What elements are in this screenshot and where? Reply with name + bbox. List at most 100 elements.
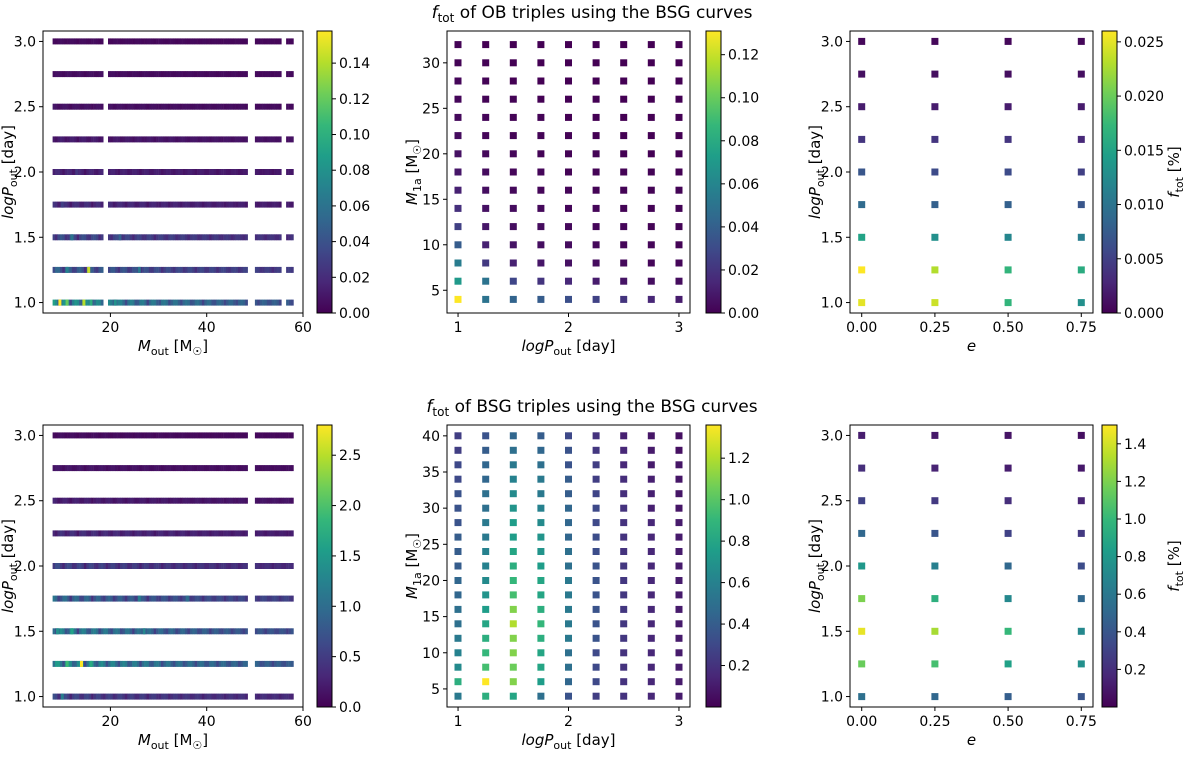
heatmap-cell xyxy=(158,71,162,78)
heatmap-cell xyxy=(286,169,289,175)
heatmap-cell xyxy=(112,595,116,602)
heatmap-cell xyxy=(211,71,215,78)
heatmap-cell xyxy=(291,432,294,439)
panel-ob-e-logpout: 0.00 0.25 0.50 0.751.01.52.02.53.0elogPout … xyxy=(806,30,1186,355)
heatmap-cell xyxy=(112,563,116,569)
heatmap-cell xyxy=(647,113,655,121)
heatmap-cell xyxy=(454,663,462,671)
heatmap-cell xyxy=(62,530,66,537)
heatmap-cell xyxy=(148,530,152,537)
heatmap-cell xyxy=(57,38,61,45)
heatmap-cell xyxy=(199,497,203,504)
heatmap-cell xyxy=(647,77,655,85)
heatmap-cell xyxy=(1004,266,1012,274)
heatmap-cell xyxy=(105,628,109,635)
heatmap-cell xyxy=(96,530,99,537)
heatmap-cell xyxy=(454,634,462,642)
heatmap-cell xyxy=(100,628,104,635)
heatmap-cell xyxy=(189,497,193,504)
heatmap-cell xyxy=(62,71,66,78)
heatmap-cell xyxy=(228,693,232,700)
label-main: e xyxy=(967,337,976,355)
heatmap-cell xyxy=(266,465,270,472)
heatmap-cell xyxy=(592,77,600,85)
heatmap-cell xyxy=(59,497,63,504)
heatmap-cell xyxy=(283,628,287,635)
heatmap-cell xyxy=(185,497,188,504)
heatmap-cell xyxy=(221,465,224,472)
heatmap-cell xyxy=(122,38,126,45)
heatmap-cell xyxy=(931,464,939,472)
heatmap-cell xyxy=(110,234,114,241)
heatmap-cell xyxy=(286,266,289,273)
heatmap-cell xyxy=(158,136,162,143)
heatmap-cell xyxy=(93,432,97,439)
heatmap-cell xyxy=(112,660,116,667)
heatmap-cell xyxy=(218,38,222,45)
heatmap-cell xyxy=(124,103,128,110)
heatmap-cell xyxy=(139,234,143,241)
heatmap-cell xyxy=(211,169,215,175)
heatmap-cell xyxy=(79,71,82,78)
heatmap-cell xyxy=(146,497,150,504)
heatmap-cell xyxy=(931,103,939,111)
heatmap-cell xyxy=(124,169,128,175)
heatmap-cell xyxy=(288,71,292,78)
heatmap-cell xyxy=(146,136,150,143)
heatmap-cell xyxy=(204,136,208,143)
heatmap-cell xyxy=(228,136,232,143)
heatmap-cell xyxy=(238,266,241,273)
heatmap-cell xyxy=(221,497,224,504)
heatmap-cell xyxy=(136,432,140,439)
heatmap-cell xyxy=(454,277,462,285)
heatmap-cell xyxy=(108,299,111,306)
heatmap-cell xyxy=(482,241,490,249)
heatmap-cell xyxy=(187,563,191,569)
heatmap-cell xyxy=(291,465,294,472)
label-main: logP xyxy=(0,186,17,219)
label-tail: ] xyxy=(403,533,421,539)
heatmap-cell xyxy=(274,201,277,208)
heatmap-cell xyxy=(148,234,152,241)
label-unit: [day] xyxy=(806,125,824,169)
heatmap-cell xyxy=(64,201,68,208)
heatmap-cell xyxy=(127,299,131,306)
heatmap-cell xyxy=(675,562,683,570)
heatmap-cell xyxy=(537,577,545,584)
heatmap-cell xyxy=(52,693,56,700)
heatmap-cell xyxy=(194,169,198,175)
heatmap-cell xyxy=(144,38,147,45)
heatmap-cell xyxy=(278,563,282,569)
heatmap-cell xyxy=(233,595,236,602)
heatmap-cell xyxy=(194,595,198,602)
heatmap-cell xyxy=(259,234,263,241)
heatmap-cell xyxy=(675,461,683,469)
heatmap-cell xyxy=(592,59,600,67)
heatmap-cell xyxy=(76,71,80,78)
heatmap-cell xyxy=(100,693,104,700)
heatmap-cell xyxy=(173,71,176,78)
heatmap-cell xyxy=(213,299,217,306)
heatmap-cell xyxy=(592,295,600,303)
heatmap-cell xyxy=(69,693,73,700)
heatmap-cell xyxy=(71,201,75,208)
heatmap-cell xyxy=(221,234,224,241)
heatmap-cell xyxy=(281,432,285,439)
heatmap-cell xyxy=(274,530,277,537)
heatmap-cell xyxy=(537,663,545,671)
heatmap-cell xyxy=(55,234,58,241)
heatmap-cell xyxy=(216,71,220,78)
heatmap-cell xyxy=(192,71,196,78)
heatmap-cell xyxy=(537,59,545,67)
heatmap-highlight xyxy=(89,660,93,667)
heatmap-cell xyxy=(647,504,655,512)
heatmap-cell xyxy=(592,577,600,584)
heatmap-cell xyxy=(509,132,517,140)
heatmap-cell xyxy=(274,595,277,602)
heatmap-cell xyxy=(291,299,294,306)
heatmap-cell xyxy=(163,38,167,45)
heatmap-cell xyxy=(59,234,63,241)
heatmap-cell xyxy=(146,234,150,241)
heatmap-cell xyxy=(69,299,73,306)
